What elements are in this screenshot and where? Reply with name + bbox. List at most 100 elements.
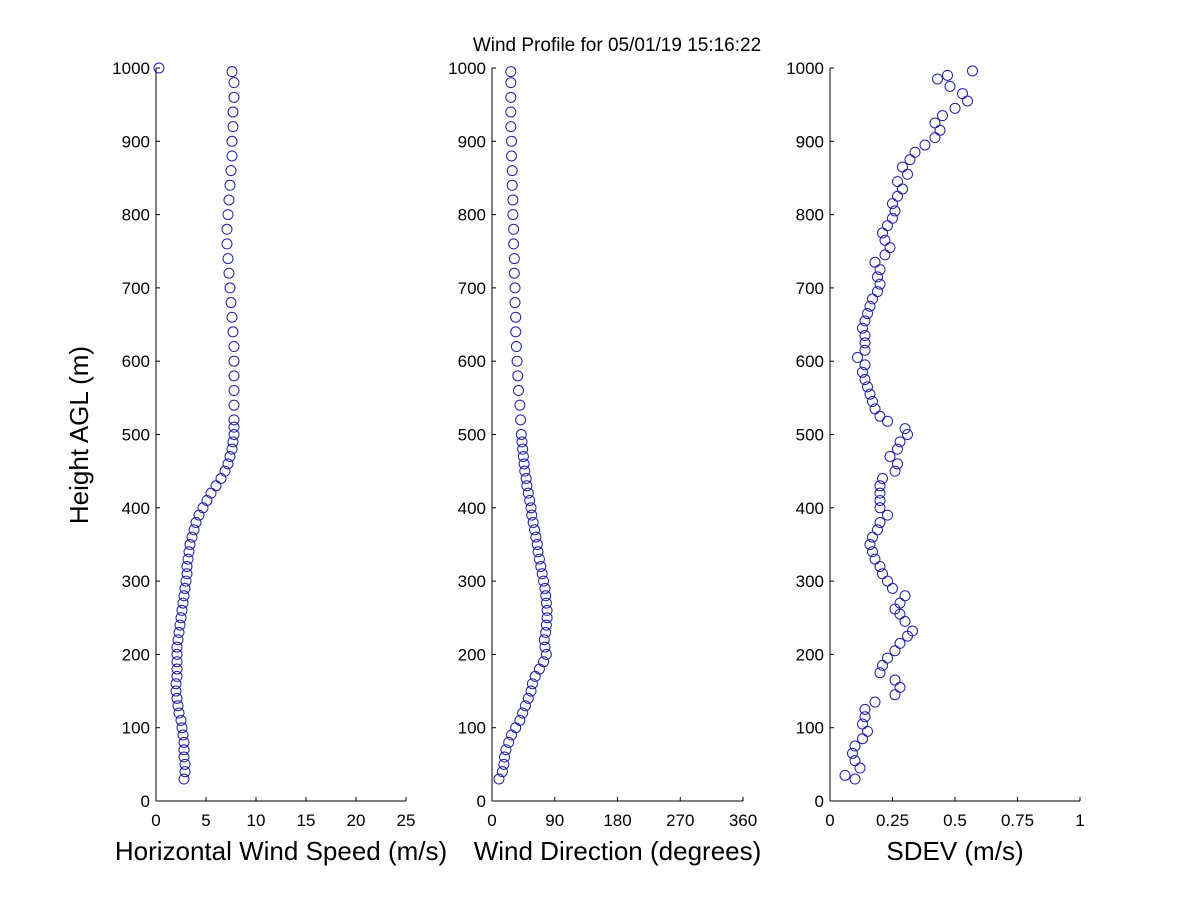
chart-title: Wind Profile for 05/01/19 15:16:22 (473, 35, 761, 56)
data-point (224, 179, 236, 191)
panel-3: 0 100 200 300 400 500 600 700 800 900 1000 0 0.25 0.5… (786, 59, 1085, 866)
y-tick-label: 500 (122, 426, 150, 445)
data-point (225, 165, 237, 177)
data-point (899, 590, 911, 602)
data-point (174, 619, 186, 631)
data-point (894, 597, 906, 609)
y-tick-label: 900 (458, 132, 486, 151)
y-tick-label: 300 (458, 572, 486, 591)
data-point (215, 472, 227, 484)
data-point (190, 516, 202, 528)
data-point (171, 663, 183, 675)
data-point (519, 465, 531, 477)
data-point (849, 773, 861, 785)
x-tick-label: 20 (347, 811, 366, 830)
data-point (226, 443, 238, 455)
data-point (897, 161, 908, 173)
data-point (176, 722, 188, 734)
data-point (847, 747, 858, 759)
y-tick-label: 400 (796, 499, 824, 518)
data-point (540, 590, 552, 602)
data-point (177, 597, 189, 609)
data-point (874, 410, 886, 422)
x-axis-label: Wind Direction (degrees) (474, 836, 762, 866)
data-point (499, 751, 511, 763)
data-point (867, 396, 878, 408)
data-point (180, 575, 192, 587)
data-point (879, 234, 891, 246)
data-point (877, 472, 888, 484)
data-point (177, 729, 189, 741)
data-point (527, 516, 539, 528)
data-point (225, 297, 237, 309)
y-tick-label: 500 (796, 426, 824, 445)
data-point (228, 341, 240, 353)
y-tick-label: 300 (122, 572, 150, 591)
data-point (874, 278, 886, 290)
data-point (507, 209, 519, 221)
data-point (509, 297, 521, 309)
x-tick-label: 25 (397, 811, 416, 830)
data-point (508, 253, 520, 265)
data-point (228, 429, 240, 440)
data-point (227, 326, 239, 338)
data-point (222, 458, 234, 470)
data-point (522, 692, 534, 704)
data-point (520, 472, 532, 484)
data-point (902, 168, 913, 180)
data-point (909, 146, 921, 158)
data-point (524, 494, 536, 506)
data-point (894, 637, 906, 649)
data-point (226, 135, 238, 147)
y-tick-label: 800 (458, 206, 486, 225)
data-point (205, 487, 217, 499)
y-tick-label: 800 (122, 206, 150, 225)
data-point (173, 626, 185, 638)
data-point (510, 341, 522, 353)
data-point (519, 700, 531, 712)
data-point (874, 560, 886, 572)
data-point (852, 352, 863, 364)
data-point (505, 106, 517, 118)
y-tick-label: 100 (458, 719, 486, 738)
data-point (897, 183, 908, 195)
data-point (525, 685, 537, 697)
data-point (864, 388, 876, 400)
data-point (508, 223, 520, 235)
data-point (944, 80, 956, 92)
data-point (170, 685, 182, 697)
data-point (872, 286, 883, 298)
data-point (533, 663, 545, 675)
data-point (919, 139, 931, 151)
data-point (183, 546, 195, 558)
x-tick-label: 0 (825, 811, 834, 830)
data-point (516, 436, 528, 448)
data-point (210, 480, 222, 492)
x-tick-label: 270 (666, 811, 694, 830)
data-point (877, 227, 888, 239)
y-tick-label: 700 (122, 279, 150, 298)
data-point (178, 751, 190, 763)
data-point (874, 494, 886, 506)
x-tick-label: 0 (487, 811, 496, 830)
data-point (227, 436, 239, 448)
data-point (226, 311, 238, 323)
y-tick-label: 1000 (786, 59, 824, 78)
data-point (530, 531, 542, 543)
data-point (859, 374, 871, 386)
y-tick-label: 600 (796, 352, 824, 371)
data-point (957, 88, 968, 100)
data-point (892, 458, 903, 470)
data-point (854, 762, 866, 774)
data-point (859, 337, 871, 349)
data-point (221, 223, 233, 235)
data-point (859, 711, 871, 723)
y-tick-label: 1000 (448, 59, 486, 78)
data-point (907, 625, 918, 637)
data-point (505, 66, 517, 78)
data-point (171, 670, 183, 682)
data-point (221, 238, 233, 250)
data-point (181, 560, 193, 572)
data-point (510, 722, 522, 734)
